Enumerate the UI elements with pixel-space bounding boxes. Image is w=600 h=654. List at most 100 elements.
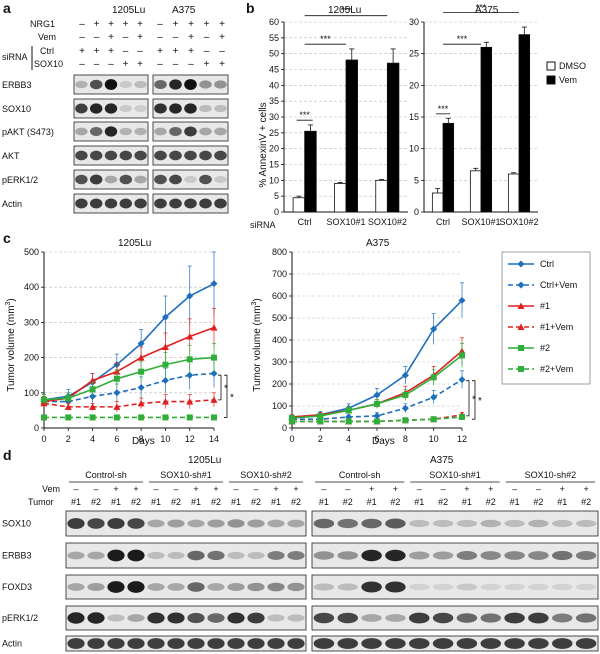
blot-band [199, 198, 212, 209]
blot-band [207, 583, 225, 591]
legend-label-vem: Vem [559, 75, 577, 85]
y-tick-label: 40 [269, 80, 279, 90]
blot-band [552, 519, 573, 528]
panel-b: 1205Lu A375 % AnnexinV + cells siRNA 0 5 1… [250, 3, 586, 231]
y-tick-label: 30 [269, 112, 279, 122]
blot-band [337, 518, 358, 529]
blot-band [528, 551, 549, 560]
point-1 [137, 354, 145, 361]
point-ctrl-vem [210, 369, 218, 377]
blot-band [119, 127, 133, 136]
vem-sign: + [393, 484, 398, 494]
bar-vem-sox10-2 [518, 34, 531, 213]
point-ctrl-vem [373, 412, 381, 420]
blot-band [456, 613, 478, 623]
panel-a-vem-sign: – [79, 32, 85, 43]
blot-band [575, 583, 597, 591]
blot-band [456, 638, 478, 649]
point-2 [317, 412, 324, 419]
blot-band [432, 551, 454, 560]
blot-band [169, 198, 182, 209]
panel-a-sox10-sign: + [123, 59, 129, 70]
blot-band [199, 127, 212, 136]
blot-band [184, 198, 197, 209]
x-tick-label: 0 [41, 434, 46, 444]
blot-frame [311, 635, 599, 652]
blot-band [184, 79, 197, 90]
vem-sign: + [273, 484, 278, 494]
blot-band [89, 198, 103, 209]
point-2-vem [374, 418, 380, 425]
blot-band [313, 551, 335, 560]
point-2 [186, 356, 193, 363]
blot-band [187, 550, 205, 561]
blot-band [504, 583, 525, 591]
vem-sign: + [293, 484, 298, 494]
series-line-1 [43, 326, 215, 403]
blot-band [127, 638, 145, 649]
blot-band [214, 198, 227, 209]
point-ctrl-vem [186, 371, 194, 379]
panel-d: 1205Lu A375 Vem Tumor Control-sh–#1–#2+#… [2, 455, 599, 652]
blot-band [134, 175, 147, 184]
panel-a-sox10-sign: – [108, 59, 114, 70]
panel-d-title-1205lu: 1205Lu [188, 455, 221, 466]
blot-frame [65, 605, 307, 631]
x-tick-label: 10 [160, 434, 170, 444]
tumor-id: #1 [557, 497, 567, 507]
y-tick-label: 50 [269, 49, 279, 59]
blot-band [287, 614, 305, 622]
panel-a-ctrl-sign: + [79, 46, 85, 57]
x-tick-label: 10 [429, 434, 439, 444]
blot-band [504, 519, 525, 528]
legend-label-1-vem: #1+Vem [540, 322, 573, 332]
vem-sign: – [345, 484, 350, 494]
blot-band [409, 638, 430, 649]
x-tick-label: 12 [457, 434, 467, 444]
significance-label: * [472, 394, 476, 405]
blot-band [127, 581, 145, 593]
blot-band [187, 638, 205, 649]
panel-a-nrg1-sign: + [188, 19, 194, 30]
blot-band [480, 583, 501, 591]
blot-band [409, 612, 430, 624]
blot-band [214, 127, 227, 136]
legend-label-ctrl: Ctrl [540, 259, 554, 269]
point-ctrl [430, 325, 438, 333]
blot-band [409, 583, 430, 591]
blot-band [87, 518, 105, 529]
series-line-ctrl [43, 282, 215, 401]
legend-label-2: #2 [540, 343, 550, 353]
point-2 [345, 407, 352, 414]
blot-band [214, 150, 227, 161]
panel-a-ctrl-sign: + [108, 46, 114, 57]
bar-dmso-ctrl [292, 197, 306, 213]
y-tick-label: 10 [409, 144, 419, 154]
vem-sign: – [253, 484, 258, 494]
blot-band [313, 612, 335, 624]
blot-band [104, 79, 118, 90]
blot-band [337, 612, 358, 624]
point-1-vem [64, 403, 72, 410]
blot-band [104, 103, 118, 114]
blot-label-perk1-2: pERK1/2 [2, 175, 38, 185]
panel-b-ylabel: % AnnexinV + cells [258, 102, 269, 187]
blot-band [147, 519, 165, 528]
blot-band [75, 103, 88, 114]
tumor-id: #2 [533, 497, 543, 507]
panel-a-vem-sign: + [188, 32, 194, 43]
y-tick-label: 15 [409, 112, 419, 122]
y-tick-label: 0 [34, 423, 39, 433]
blot-band [154, 127, 167, 136]
panel-a-sox10-sign: – [173, 59, 179, 70]
blot-band [89, 126, 103, 137]
panel-a-title-a375: A375 [172, 5, 196, 16]
y-tick-label: 15 [269, 160, 279, 170]
x-tick-label-sox10-1: SOX10#1 [326, 217, 365, 227]
blot-frame [311, 574, 599, 600]
blot-band [75, 198, 88, 209]
legend-marker-2 [518, 345, 524, 351]
significance-label: * [478, 396, 482, 407]
tumor-id: #1 [71, 497, 81, 507]
x-tick-label: 8 [403, 434, 408, 444]
